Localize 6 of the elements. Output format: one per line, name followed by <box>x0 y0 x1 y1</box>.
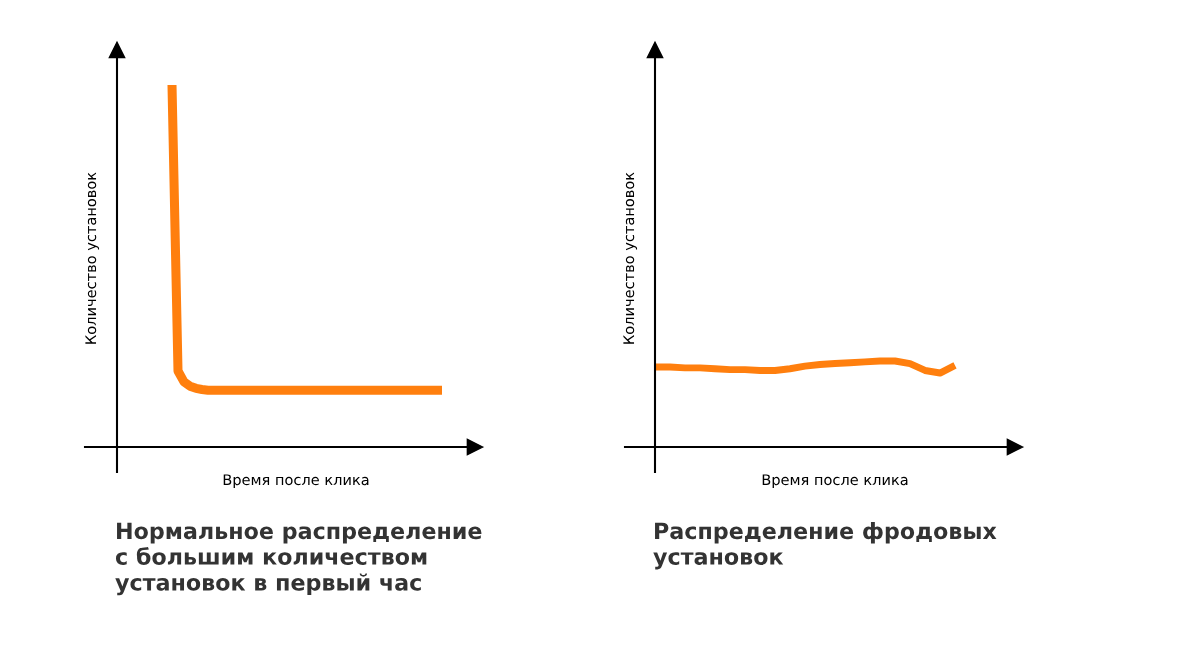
x-axis-title: Время после клика <box>762 474 908 489</box>
text: Распределение фродовых установок <box>653 522 997 570</box>
y-axis-title: Количество установок <box>85 172 100 344</box>
text: Нормальное распределение с большим количеством установок в первый час <box>115 522 482 596</box>
x-axis-title: Время после клика <box>223 474 369 489</box>
y-axis-title: Количество установок <box>623 172 638 344</box>
